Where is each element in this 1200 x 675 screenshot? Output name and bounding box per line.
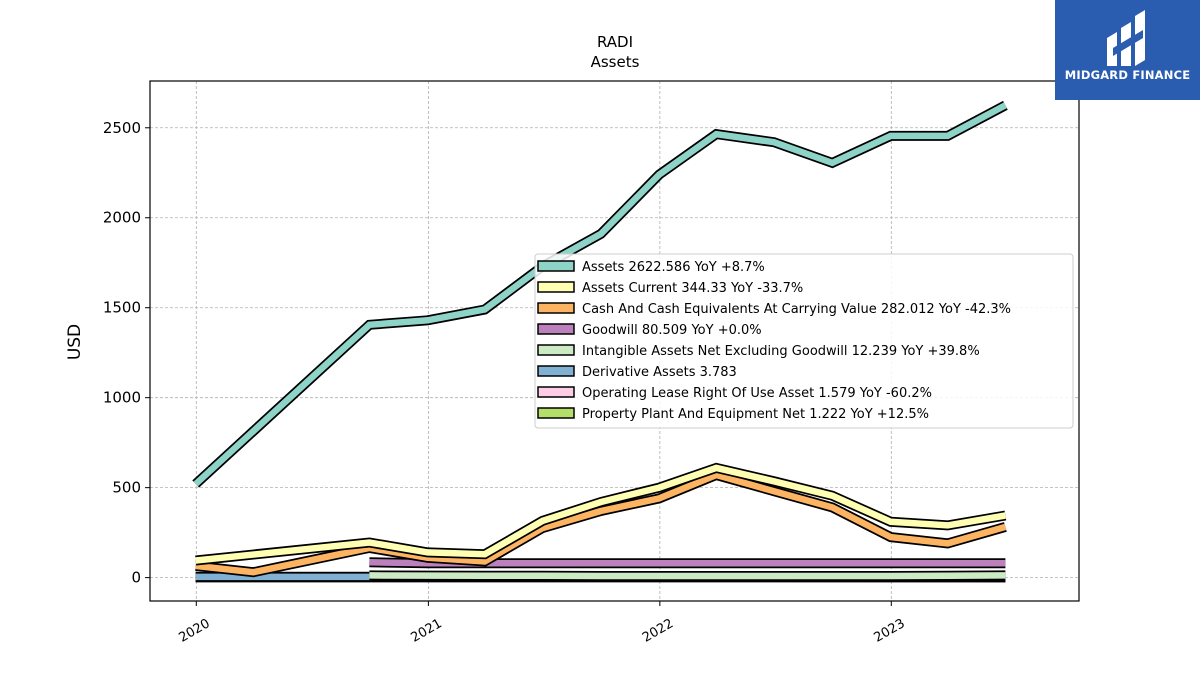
brand-name: MIDGARD FINANCE [1064,68,1191,82]
y-tick-label: 1500 [103,299,141,317]
legend-entry: Derivative Assets 3.783 [582,365,737,380]
legend-entry: Intangible Assets Net Excluding Goodwill… [582,344,980,359]
chart-subtitle: Assets [591,53,640,71]
legend: Assets 2622.586 YoY +8.7% Assets Current … [534,253,1074,429]
brand-logo: MIDGARD FINANCE [1055,0,1200,100]
x-tick-label: 2022 [640,616,676,646]
y-tick-label: 2500 [103,119,141,137]
x-tick-label: 2023 [871,616,907,646]
series-assets [192,100,1008,488]
series-line [369,572,1006,580]
y-tick-label: 2000 [103,209,141,227]
legend-entry: Assets Current 344.33 YoY -33.7% [582,281,803,296]
series-intangible-assets-net-excluding-goodwill [369,570,1006,581]
x-tick-label: 2021 [409,616,445,646]
plot-frame [149,80,1080,602]
x-tick-label: 2020 [176,616,212,646]
legend-entry: Cash And Cash Equivalents At Carrying Va… [582,302,1011,317]
y-axis-label: USD [65,324,85,360]
legend-swatch [537,386,575,398]
legend-box [534,253,1074,429]
legend-entry: Operating Lease Right Of Use Asset 1.579… [582,386,932,401]
series-cash-and-cash-equivalents-at-carrying-value [195,469,1007,578]
legend-entry: Goodwill 80.509 YoY +0.0% [582,323,762,338]
series-line [195,471,1007,576]
legend-swatch [537,407,575,419]
y-tick-label: 1000 [103,389,141,407]
legend-entry: Assets 2622.586 YoY +8.7% [582,260,765,275]
series-layer [192,100,1008,583]
chart-title: RADI [597,33,633,51]
legend-swatch [537,323,575,335]
legend-swatch [537,281,575,293]
y-tick-label: 0 [131,569,141,587]
legend-swatch [537,365,575,377]
y-tick-label: 500 [112,479,141,497]
series-line [193,102,1007,487]
legend-entry: Property Plant And Equipment Net 1.222 Y… [582,407,929,422]
legend-swatch [537,260,575,272]
series-assets-current [195,462,1007,566]
legend-swatch [537,302,575,314]
brand-mark-icon [1107,10,1145,66]
legend-swatch [537,344,575,356]
series-line [195,464,1006,564]
